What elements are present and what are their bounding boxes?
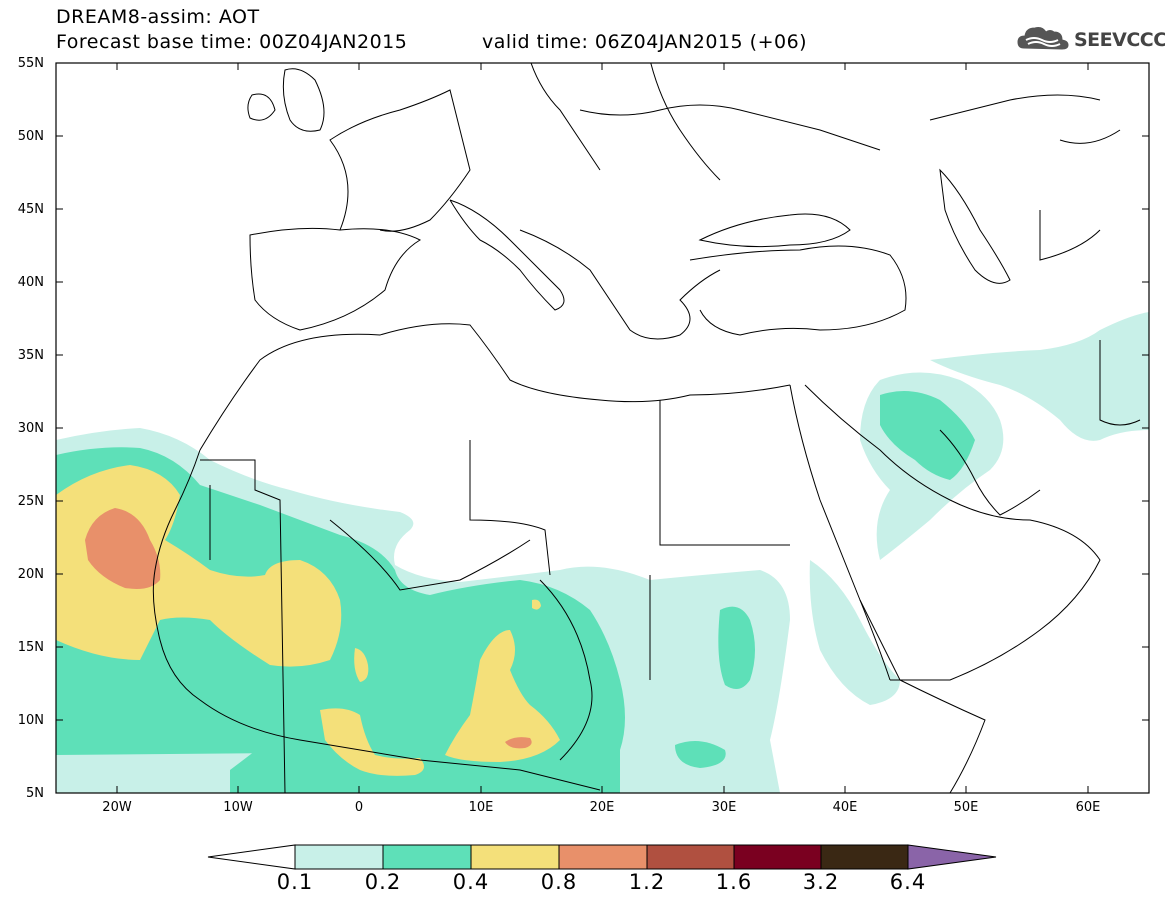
colorbar-segment-6 <box>733 844 822 870</box>
lat-label: 10N <box>17 713 44 728</box>
lon-label: 10W <box>223 800 253 815</box>
lat-label: 5N <box>26 786 44 801</box>
colorbar-segment-5 <box>646 844 735 870</box>
lat-label: 55N <box>17 56 44 71</box>
lon-ticks <box>116 63 1089 793</box>
logo-text: SEEVCCC <box>1074 29 1165 51</box>
colorbar-label: 0.4 <box>452 870 490 894</box>
colorbar-segment-1 <box>294 844 384 870</box>
cloud-logo-icon <box>1017 27 1069 50</box>
colorbar-under-arrow <box>207 844 296 870</box>
lat-label: 25N <box>17 494 44 509</box>
colorbar-label: 3.2 <box>802 870 840 894</box>
lat-label: 45N <box>17 202 44 217</box>
colorbar-segment-4 <box>558 844 648 870</box>
aot-band-0.1-east <box>809 560 900 705</box>
lat-label: 15N <box>17 640 44 655</box>
seevccc-logo: SEEVCCC <box>1016 22 1165 56</box>
aot-band-0.4-dot <box>532 599 541 610</box>
lon-label: 20E <box>589 800 615 815</box>
lon-label: 40E <box>832 800 858 815</box>
aot-field <box>56 312 1149 793</box>
lat-label: 35N <box>17 348 44 363</box>
aot-band-0.8-chad <box>505 737 532 749</box>
colorbar <box>207 844 997 870</box>
lat-label: 50N <box>17 129 44 144</box>
colorbar-segment-3 <box>470 844 560 870</box>
lon-label: 30E <box>711 800 737 815</box>
colorbar-over-arrow <box>907 844 997 870</box>
coastlines <box>152 63 1141 793</box>
aot-band-0.8-west <box>85 508 161 589</box>
aot-band-0.2-gulf <box>880 391 975 480</box>
lon-label: 0 <box>354 800 364 815</box>
lon-label: 20W <box>102 800 132 815</box>
lat-label: 30N <box>17 421 44 436</box>
colorbar-label: 0.8 <box>540 870 578 894</box>
colorbar-label: 6.4 <box>889 870 927 894</box>
lon-label: 10E <box>468 800 494 815</box>
lat-label: 20N <box>17 567 44 582</box>
lat-ticks <box>56 62 1149 721</box>
aot-band-0.2-east-patch <box>718 606 755 689</box>
aot-band-0.4-small <box>354 648 369 682</box>
colorbar-segment-2 <box>382 844 472 870</box>
forecast-base-time: Forecast base time: 00Z04JAN2015 <box>56 31 408 53</box>
colorbar-label: 0.2 <box>364 870 402 894</box>
lat-label: 40N <box>17 275 44 290</box>
colorbar-segment-7 <box>820 844 909 870</box>
aot-band-0.1-iran <box>930 312 1149 441</box>
valid-time: valid time: 06Z04JAN2015 (+06) <box>482 31 808 53</box>
map-title: DREAM8-assim: AOT <box>56 6 260 28</box>
lon-label: 50E <box>953 800 979 815</box>
lon-label: 60E <box>1075 800 1101 815</box>
aot-band-0.4-central <box>445 630 560 762</box>
aot-band-0.2-south-patch <box>675 741 726 768</box>
colorbar-label: 1.2 <box>628 870 666 894</box>
colorbar-label: 0.1 <box>276 870 314 894</box>
aot-band-0.4-nigeria <box>320 708 424 776</box>
colorbar-label: 1.6 <box>715 870 753 894</box>
